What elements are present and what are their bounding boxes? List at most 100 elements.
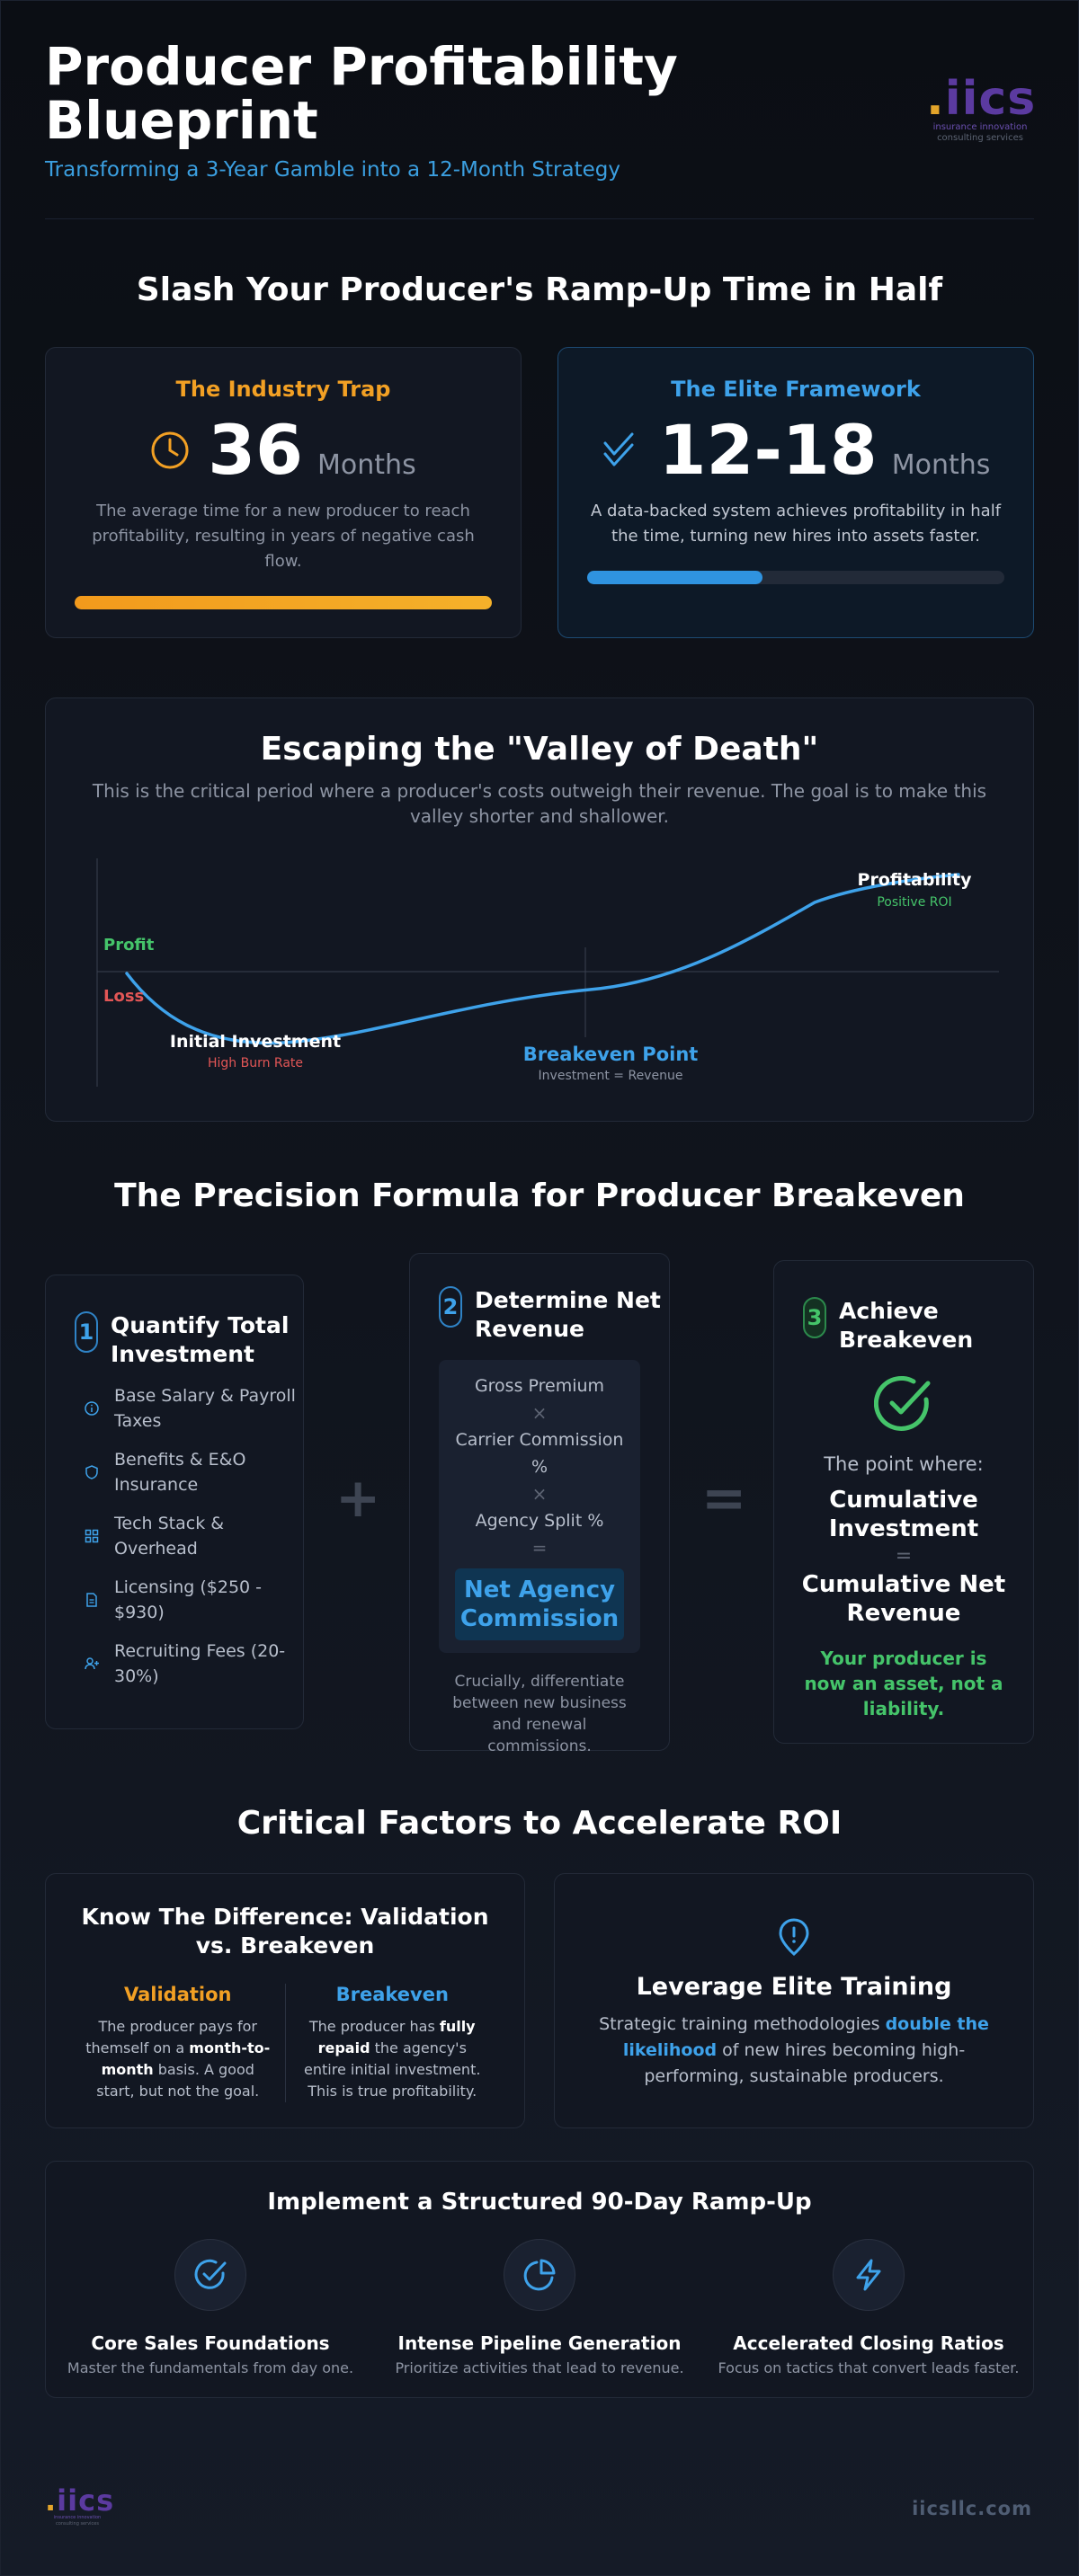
document-icon [86, 1593, 97, 1607]
step3-title: Achieve Breakeven [839, 1298, 974, 1353]
logo-mark: .iics [45, 2483, 115, 2518]
ramp-up-steps: Core Sales Foundations Master the fundam… [46, 2239, 1033, 2376]
ramp-step-icon-wrap [174, 2239, 246, 2311]
ramp-step-text: Focus on tactics that convert leads fast… [718, 2359, 1020, 2376]
validation-heading: Validation [124, 1984, 232, 2005]
elite-framework-stat: 12-18 Months [558, 414, 1033, 486]
industry-trap-stat: 36 Months [46, 414, 521, 486]
elite-framework-number: 12-18 [658, 410, 878, 490]
elite-framework-card: The Elite Framework 12-18 Months A data-… [557, 347, 1034, 638]
step1-header: 1 Quantify Total Investment [75, 1311, 303, 1369]
cumulative-net-revenue: Cumulative Net Revenue [801, 1571, 1006, 1627]
ramp-step-icon-wrap [504, 2239, 575, 2311]
breakeven-column: Breakeven The producer has fully repaid … [284, 1984, 500, 2102]
ramp-step: Accelerated Closing Ratios Focus on tact… [704, 2239, 1033, 2376]
breakeven-text: The producer has fully repaid the agency… [304, 2018, 481, 2100]
ramp-step-text: Prioritize activities that lead to reven… [395, 2359, 684, 2376]
page-subtitle: Transforming a 3-Year Gamble into a 12-M… [45, 158, 620, 182]
validation-text: The producer pays for themself on a mont… [85, 2018, 271, 2100]
validation-vs-breakeven-card: Know The Difference: Validation vs. Brea… [45, 1873, 525, 2128]
ramp-step: Core Sales Foundations Master the fundam… [46, 2239, 375, 2376]
net-revenue-note: Crucially, differentiate between new bus… [452, 1673, 627, 1755]
pie-chart-icon [523, 2259, 556, 2291]
lightning-icon [856, 2259, 881, 2291]
investment-list: Base Salary & Payroll Taxes Benefits & E… [46, 1383, 303, 1689]
investment-item: Tech Stack & Overhead [46, 1511, 303, 1561]
logo-tagline-2: consulting services [56, 2521, 99, 2527]
logo-tagline: insurance innovation [932, 122, 1028, 132]
breakeven-heading: Breakeven [335, 1984, 449, 2005]
investment-item: Base Salary & Payroll Taxes [46, 1383, 303, 1434]
user-plus-icon [85, 1657, 99, 1670]
validation-column: Validation The producer pays for themsel… [71, 1984, 285, 2102]
investment-item-label: Base Salary & Payroll Taxes [114, 1386, 296, 1431]
difference-heading: Know The Difference: Validation vs. Brea… [81, 1904, 489, 1959]
breakeven-point-text: The point where: [824, 1453, 984, 1475]
investment-item-label: Recruiting Fees (20-30%) [114, 1641, 286, 1686]
elite-framework-heading: The Elite Framework [671, 377, 921, 402]
step1-title: Quantify Total Investment [111, 1312, 290, 1367]
profit-label: Profit [103, 936, 155, 955]
step1-badge: 1 [75, 1311, 98, 1353]
grid-icon [85, 1529, 99, 1543]
valley-curve [125, 873, 960, 1045]
logo-tagline: insurance innovation [53, 2515, 102, 2520]
industry-trap-unit: Months [317, 449, 416, 481]
logo-tagline-2: consulting services [937, 133, 1023, 143]
training-text: Strategic training methodologies double … [599, 2014, 989, 2086]
breakeven-content: The point where: Cumulative Investment =… [774, 1374, 1033, 1721]
header: Producer Profitability Blueprint Transfo… [45, 36, 1037, 219]
ramp-step-title: Intense Pipeline Generation [397, 2332, 682, 2354]
elite-framework-unit: Months [891, 449, 991, 481]
check-circle-icon [874, 1375, 931, 1431]
investment-item-label: Tech Stack & Overhead [114, 1514, 225, 1559]
valley-title: Escaping the "Valley of Death" [260, 731, 819, 768]
investment-item: Benefits & E&O Insurance [46, 1447, 303, 1497]
logo-mark: .iics [926, 72, 1037, 126]
times-operator: × [531, 1402, 548, 1424]
equals-operator: = [895, 1545, 913, 1568]
investment-item: Licensing ($250 - $930) [46, 1575, 303, 1625]
industry-trap-progress [75, 596, 492, 609]
step2-badge: 2 [439, 1286, 462, 1328]
rampup-title: Slash Your Producer's Ramp-Up Time in Ha… [136, 271, 943, 308]
carrier-commission: Carrier Commission % [455, 1430, 624, 1477]
ramp-step-icon-wrap [833, 2239, 905, 2311]
net-revenue-calculation: Gross Premium × Carrier Commission % × A… [439, 1360, 640, 1653]
industry-trap-number: 36 [208, 410, 304, 490]
ramp-step: Intense Pipeline Generation Prioritize a… [375, 2239, 704, 2376]
step3-badge: 3 [803, 1297, 826, 1338]
valley-description: This is the critical period where a prod… [92, 780, 987, 827]
step2-card: 2 Determine Net Revenue Gross Premium × … [409, 1253, 670, 1755]
ramp-step-title: Accelerated Closing Ratios [733, 2332, 1004, 2354]
footer-url[interactable]: iicsllc.com [912, 2498, 1032, 2519]
ramp-up-heading: Implement a Structured 90-Day Ramp-Up [267, 2189, 812, 2216]
industry-trap-card: The Industry Trap 36 Months The average … [45, 347, 522, 638]
dollar-circle-icon [85, 1401, 99, 1416]
check-circle-icon [194, 2259, 227, 2289]
gross-premium: Gross Premium [474, 1376, 605, 1396]
step1-card: 1 Quantify Total Investment Base Salary … [45, 1275, 304, 1729]
breakeven-point-sublabel: Investment = Revenue [539, 1069, 683, 1083]
clock-icon [151, 431, 189, 469]
elite-framework-progress-fill [587, 571, 762, 584]
investment-item: Recruiting Fees (20-30%) [46, 1639, 303, 1689]
profitability-sublabel: Positive ROI [877, 895, 951, 910]
breakeven-conclusion: Your producer is now an asset, not a lia… [804, 1648, 1003, 1719]
ramp-step-text: Master the fundamentals from day one. [67, 2359, 354, 2376]
breakeven-point-label: Breakeven Point [523, 1044, 699, 1065]
step3-header: 3 Achieve Breakeven [803, 1297, 1033, 1355]
investment-item-label: Benefits & E&O Insurance [114, 1450, 246, 1495]
page-title: Producer Profitability Blueprint [45, 36, 678, 151]
initial-investment-label: Initial Investment [170, 1032, 341, 1052]
footer-logo: .iics insurance innovation consulting se… [45, 2483, 115, 2527]
equals-operator: = [701, 1467, 747, 1530]
cumulative-investment: Cumulative Investment [828, 1487, 979, 1542]
ramp-up-card: Implement a Structured 90-Day Ramp-Up Co… [45, 2161, 1034, 2398]
step2-title: Determine Net Revenue [475, 1287, 661, 1342]
valley-chart: Profit Loss Initial Investment High Burn… [96, 858, 999, 1087]
training-heading: Leverage Elite Training [636, 1973, 952, 2001]
formula-title: The Precision Formula for Producer Break… [114, 1177, 965, 1214]
shield-icon [85, 1465, 98, 1479]
times-operator: × [531, 1483, 548, 1505]
